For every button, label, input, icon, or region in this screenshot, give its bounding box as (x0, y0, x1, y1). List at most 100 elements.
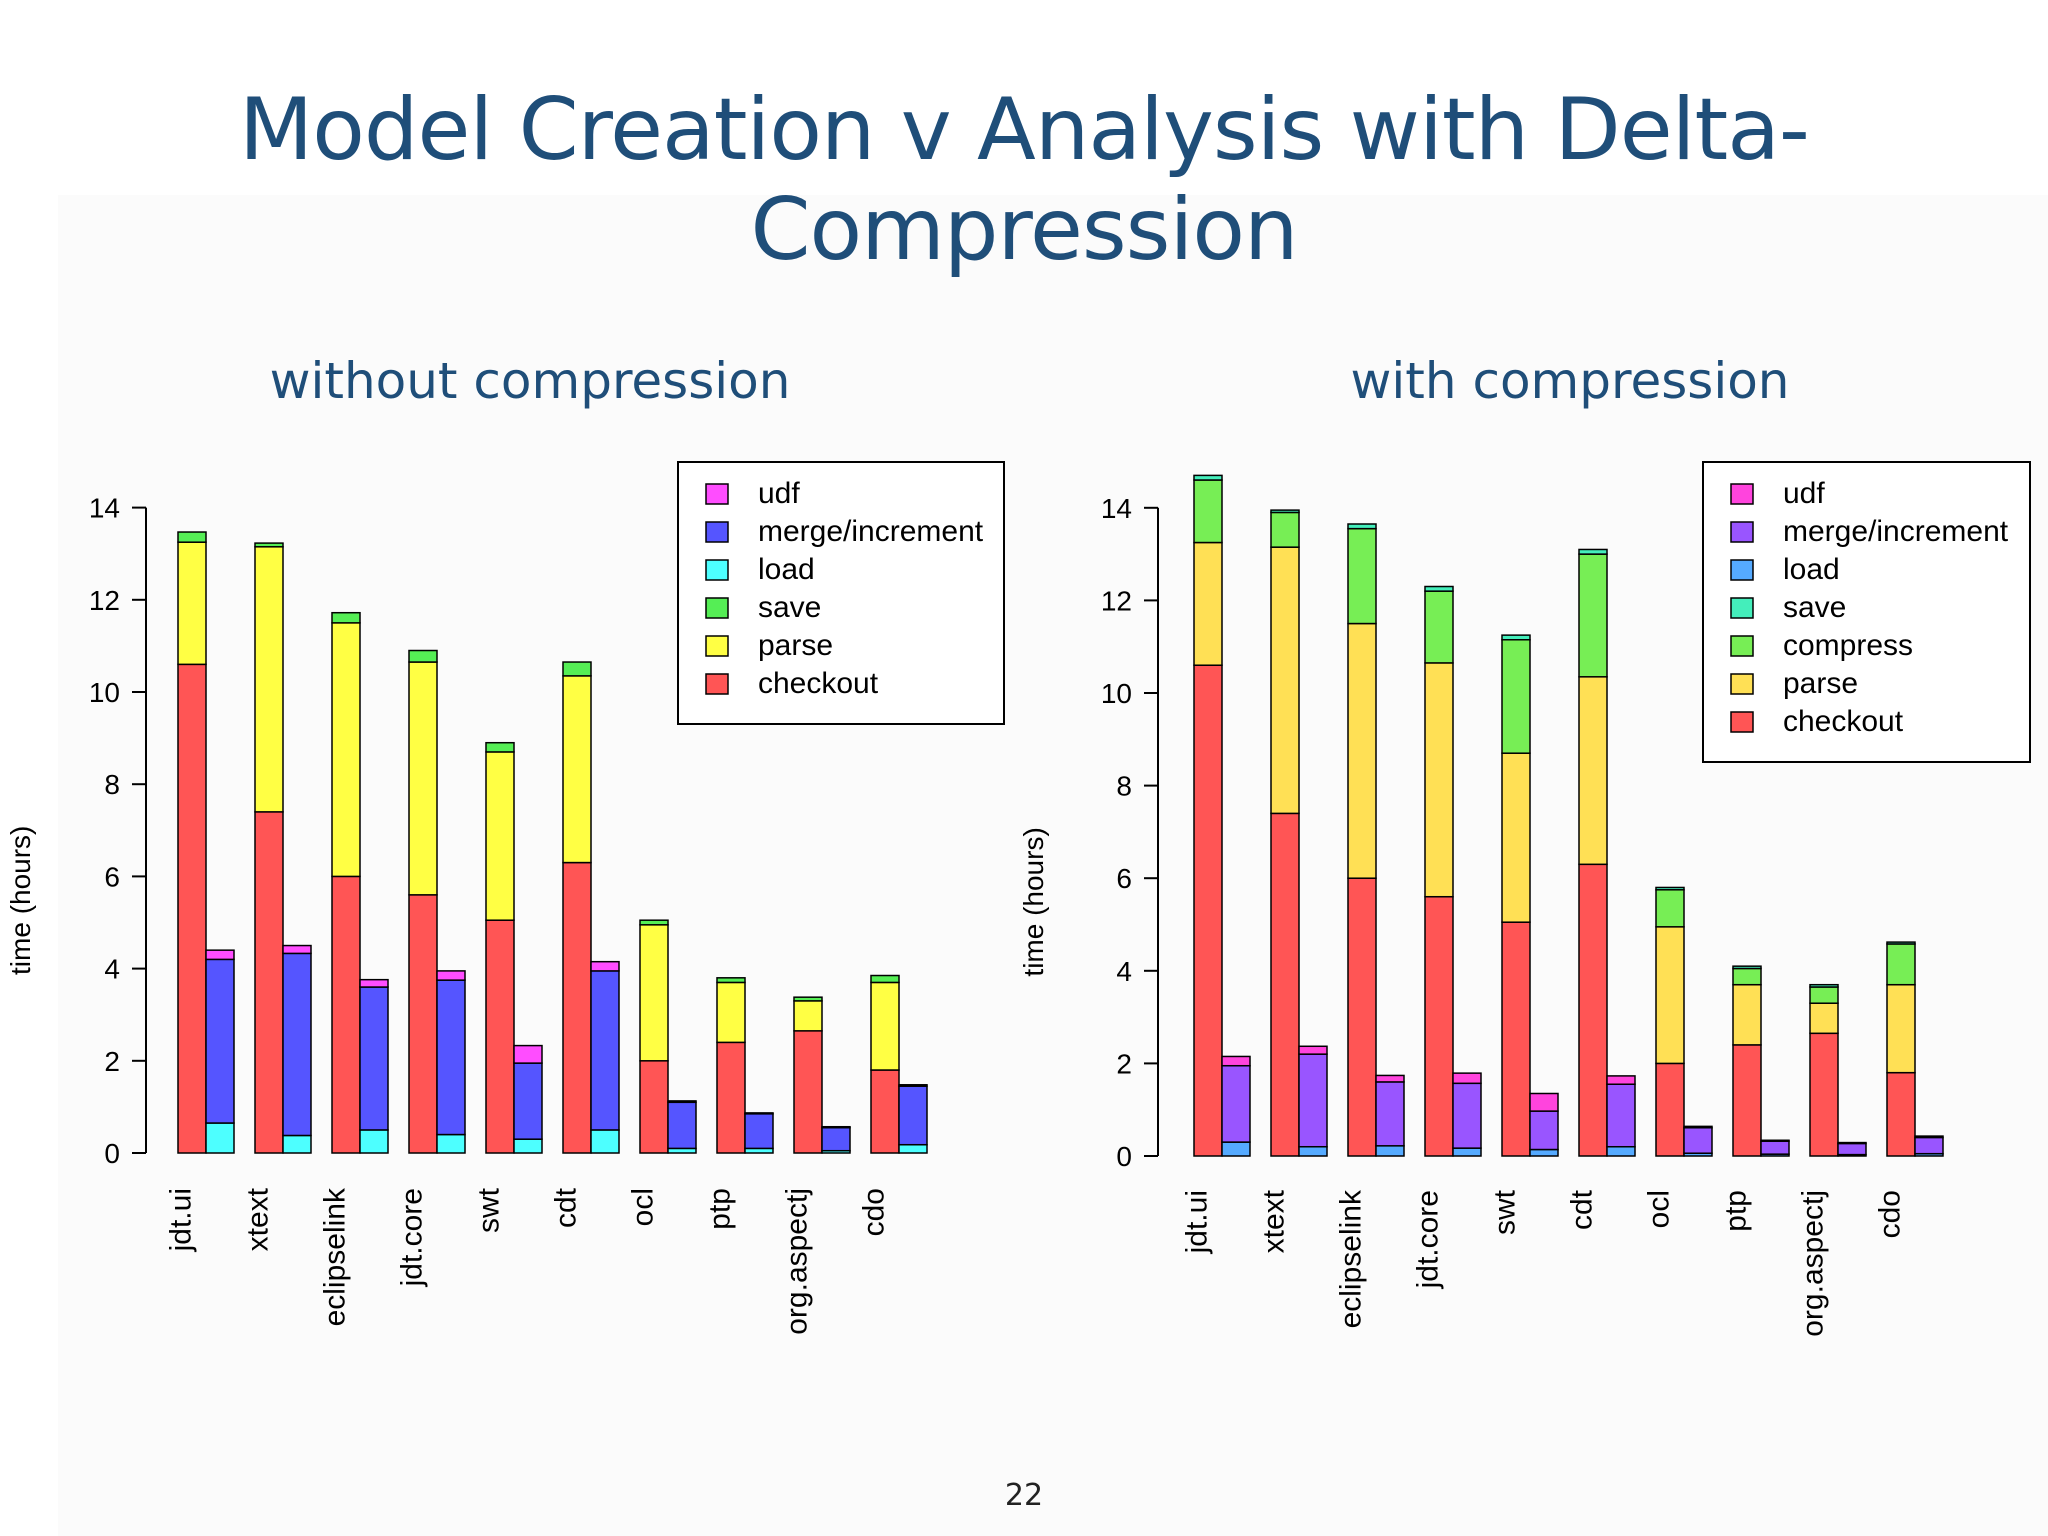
bar-checkout-ocl (1655, 1062, 1685, 1157)
legend-label-load: load (1783, 553, 1840, 586)
x-tick-label: ptp (1720, 1190, 1753, 1232)
bar-checkout-cdo (1886, 1071, 1916, 1157)
bar-udf-org-aspectj (1837, 1141, 1867, 1145)
bar-compress-swt (1501, 639, 1531, 754)
bar-save-swt (485, 741, 515, 753)
bar-checkout-org-aspectj (793, 1030, 823, 1154)
y-tick-label: 10 (1101, 678, 1132, 709)
bar-parse-ptp (716, 981, 746, 1044)
bar-udf-eclipselink (359, 978, 389, 988)
bar-save-cdt (1578, 548, 1608, 555)
bar-load-jdt-core (1452, 1147, 1482, 1157)
bar-udf-ptp (744, 1112, 774, 1115)
bar-load-cdt (1606, 1145, 1636, 1157)
bar-save-swt (1501, 634, 1531, 641)
bar-merge-increment-jdt-ui (1221, 1064, 1251, 1143)
bar-parse-eclipselink (1347, 622, 1377, 879)
legend-swatch-checkout (705, 673, 729, 695)
legend-label-merge-increment: merge/increment (758, 515, 984, 548)
legend-label-udf: udf (1783, 477, 1825, 510)
x-tick-label: eclipselink (1335, 1189, 1368, 1328)
bar-parse-cdt (562, 675, 592, 864)
y-tick-label: 12 (1101, 585, 1132, 616)
legend-swatch-udf (705, 483, 729, 505)
x-tick-label: jdt.core (396, 1188, 429, 1287)
y-tick-label: 4 (104, 954, 120, 985)
bar-merge-increment-jdt-core (436, 979, 466, 1136)
legend-label-checkout: checkout (758, 667, 879, 700)
legend-label-checkout: checkout (1783, 705, 1904, 738)
bar-udf-jdt-core (1452, 1072, 1482, 1085)
bar-load-eclipselink (1375, 1145, 1405, 1157)
bar-parse-jdt-ui (1193, 541, 1223, 666)
bar-parse-jdt-core (408, 661, 438, 896)
bar-save-jdt-ui (1193, 474, 1223, 481)
bar-save-jdt-core (408, 649, 438, 663)
legend-swatch-load (1730, 559, 1754, 581)
bar-checkout-ptp (716, 1041, 746, 1154)
bar-udf-cdo (1914, 1135, 1944, 1139)
x-tick-label: cdt (1566, 1189, 1599, 1230)
x-tick-label: ocl (1643, 1190, 1676, 1228)
bar-udf-ocl (667, 1100, 697, 1104)
x-tick-label: jdt.ui (1181, 1190, 1214, 1254)
y-axis-label: time (hours) (5, 826, 36, 975)
bar-udf-cdt (1606, 1075, 1636, 1085)
bar-load-jdt-ui (1221, 1141, 1251, 1157)
bar-parse-ptp (1732, 983, 1762, 1046)
bar-udf-jdt-core (436, 970, 466, 981)
legend-swatch-compress (1730, 635, 1754, 657)
x-tick-label: swt (473, 1187, 506, 1233)
bar-merge-increment-ocl (1683, 1127, 1713, 1154)
bar-compress-xtext (1270, 511, 1300, 548)
bar-merge-increment-org-aspectj (1837, 1142, 1867, 1156)
legend-label-udf: udf (758, 477, 800, 510)
chart-without-compression: 0 2 4 6 8 10 12 14 time (hours) jdt.ui xtext eclips… (5, 461, 1005, 1335)
bar-parse-jdt-core (1424, 662, 1454, 898)
bar-checkout-jdt-ui (177, 663, 207, 1154)
y-tick-label: 6 (104, 861, 120, 892)
bar-checkout-xtext (1270, 812, 1300, 1157)
bar-save-eclipselink (1347, 523, 1377, 530)
bar-compress-ptp (1732, 967, 1762, 986)
bar-save-jdt-ui (177, 531, 207, 543)
bar-parse-eclipselink (331, 622, 361, 878)
right-chart-title: with compression (1350, 352, 1790, 410)
legend-swatch-merge-increment (1730, 521, 1754, 543)
bar-save-org-aspectj (793, 996, 823, 1002)
y-tick-label: 6 (1116, 863, 1132, 894)
x-tick-label: cdt (550, 1187, 583, 1228)
y-axis-label: time (hours) (1018, 827, 1049, 976)
y-tick-label: 0 (1116, 1141, 1132, 1172)
bar-udf-cdt (590, 960, 620, 972)
legend-swatch-parse (1730, 673, 1754, 695)
bar-checkout-jdt-ui (1193, 664, 1223, 1157)
y-tick-label: 0 (104, 1138, 120, 1169)
bar-merge-increment-xtext (282, 952, 312, 1137)
bar-compress-ocl (1655, 889, 1685, 928)
bar-save-cdo (870, 974, 900, 984)
bar-udf-eclipselink (1375, 1074, 1405, 1083)
bar-checkout-eclipselink (331, 875, 361, 1154)
bar-compress-org-aspectj (1809, 986, 1839, 1004)
bar-checkout-jdt-core (1424, 895, 1454, 1157)
bar-merge-increment-xtext (1298, 1053, 1328, 1148)
y-tick-label: 14 (1101, 493, 1132, 524)
legend-label-merge-increment: merge/increment (1783, 515, 2009, 548)
bar-save-ocl (1655, 886, 1685, 891)
bar-checkout-org-aspectj (1809, 1032, 1839, 1157)
bar-checkout-eclipselink (1347, 877, 1377, 1157)
bar-parse-ocl (1655, 926, 1685, 1065)
legend-box (1702, 461, 2031, 763)
bar-parse-org-aspectj (1809, 1002, 1839, 1035)
bar-merge-increment-ptp (744, 1113, 774, 1150)
legend-label-parse: parse (1783, 667, 1858, 700)
bar-parse-cdt (1578, 676, 1608, 866)
bar-udf-ptp (1760, 1139, 1790, 1142)
bar-save-cdt (562, 661, 592, 677)
x-tick-label: org.aspectj (1797, 1190, 1830, 1337)
bar-load-xtext (1298, 1145, 1328, 1157)
bar-merge-increment-cdt (590, 970, 620, 1131)
bar-merge-increment-ptp (1760, 1140, 1790, 1155)
